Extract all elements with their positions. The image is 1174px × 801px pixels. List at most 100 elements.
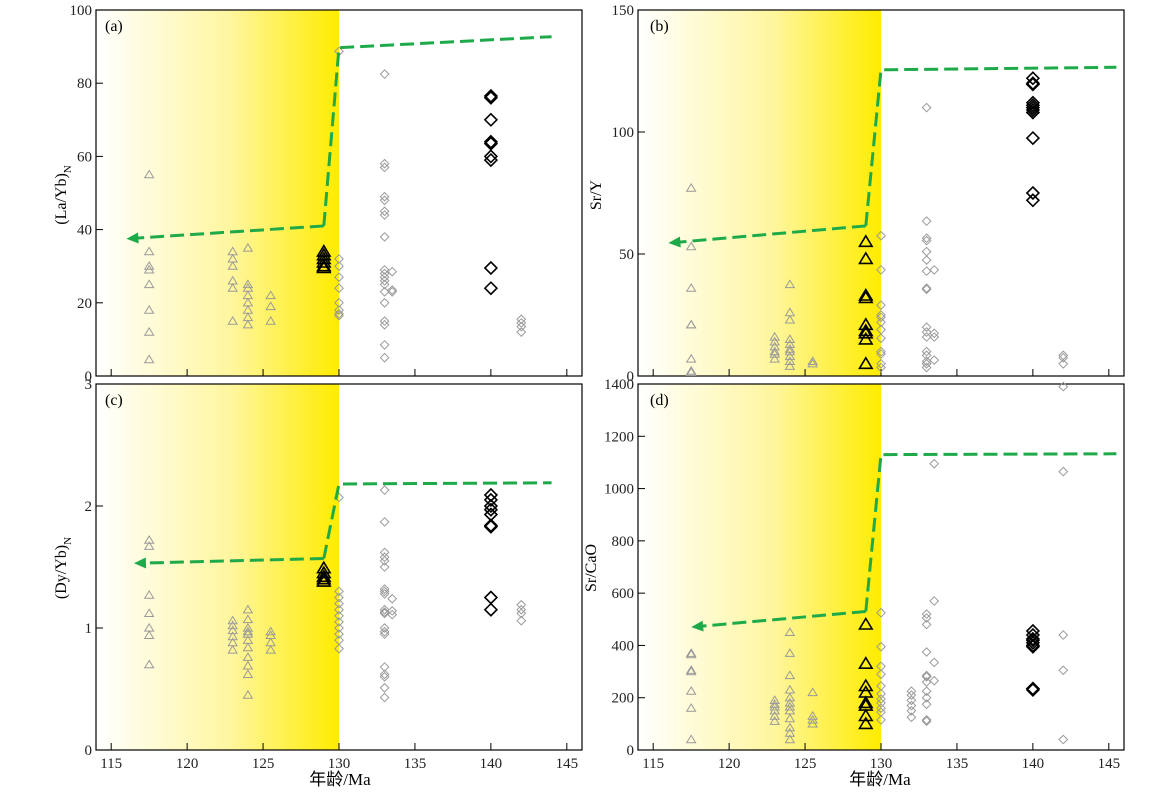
diamond-marker-a-2-18 xyxy=(379,268,390,279)
triangle-marker-b-1-1 xyxy=(858,251,874,265)
x-tick-label-d-6: 145 xyxy=(1098,756,1121,772)
shaded-band-b xyxy=(638,10,881,376)
diamond-marker-c-2-26 xyxy=(379,662,390,672)
trend-arrowhead-a xyxy=(126,232,139,244)
diamond-marker-a-2-30 xyxy=(387,286,398,297)
triangle-marker-d-0-13 xyxy=(784,627,796,636)
diamond-marker-d-2-33 xyxy=(1058,381,1069,392)
x-tick-label-c-4: 135 xyxy=(404,756,427,772)
diamond-marker-a-2-21 xyxy=(379,279,390,290)
diamond-marker-b-3-9 xyxy=(1025,185,1041,201)
diamond-marker-b-2-32 xyxy=(929,355,940,366)
x-tick-label-c-2: 125 xyxy=(252,756,275,772)
trend-arrow-line-d xyxy=(699,609,866,628)
diamond-marker-b-3-2 xyxy=(1025,77,1041,92)
diamond-marker-b-3-0 xyxy=(1025,71,1041,86)
diamond-marker-c-2-11 xyxy=(379,485,390,496)
triangle-marker-c-0-21 xyxy=(242,660,254,670)
diamond-marker-b-2-4 xyxy=(876,312,886,323)
diamond-marker-d-2-21 xyxy=(921,670,932,681)
diamond-marker-d-2-1 xyxy=(876,641,886,652)
triangle-marker-a-0-14 xyxy=(242,242,254,252)
trend-arrow-line-c xyxy=(141,556,324,565)
triangle-marker-c-0-9 xyxy=(227,625,238,635)
triangle-marker-b-0-16 xyxy=(784,314,796,324)
diamond-marker-a-2-27 xyxy=(379,352,390,363)
diamond-marker-d-2-12 xyxy=(906,690,917,701)
diamond-marker-c-3-6 xyxy=(483,519,499,534)
y-axis-label-d: Sr/CaO xyxy=(583,544,600,592)
y-tick-label-a-0: 0 xyxy=(85,369,93,385)
diamond-marker-b-2-3 xyxy=(876,310,886,320)
diamond-marker-d-2-15 xyxy=(906,705,917,716)
triangle-marker-b-0-14 xyxy=(784,279,796,289)
y-tick-label-d-1: 200 xyxy=(612,691,635,707)
triangle-marker-b-0-12 xyxy=(769,348,780,358)
triangle-marker-c-1-4 xyxy=(316,574,332,587)
diamond-marker-d-2-37 xyxy=(1058,734,1069,745)
diamond-marker-c-2-10 xyxy=(334,643,344,654)
trend-line-b xyxy=(864,65,1117,227)
trend-line-d xyxy=(864,452,1117,612)
x-tick-label-c-5: 140 xyxy=(480,756,503,772)
panel-label-b: (b) xyxy=(650,18,669,35)
triangle-marker-d-1-6 xyxy=(858,708,874,722)
diamond-marker-c-3-7 xyxy=(483,590,499,605)
diamond-marker-d-2-7 xyxy=(876,697,886,708)
triangle-marker-b-0-0 xyxy=(685,182,697,192)
triangle-marker-c-0-10 xyxy=(227,631,238,641)
diamond-marker-b-2-1 xyxy=(876,264,886,275)
trend-arrowhead-d xyxy=(691,620,704,632)
diamond-marker-b-2-31 xyxy=(929,332,940,342)
diamond-marker-a-2-24 xyxy=(379,316,390,327)
diamond-marker-a-2-16 xyxy=(379,231,390,242)
panel-label-c: (c) xyxy=(105,392,123,409)
triangle-marker-a-0-23 xyxy=(265,301,276,311)
diamond-marker-b-3-5 xyxy=(1025,100,1041,115)
diamond-marker-c-2-32 xyxy=(387,605,398,616)
diamond-marker-c-2-18 xyxy=(379,586,390,597)
y-tick-label-a-4: 80 xyxy=(77,76,92,92)
diamond-marker-d-2-0 xyxy=(876,607,886,618)
x-tick-label-d-2: 125 xyxy=(794,756,817,772)
diamond-marker-c-2-35 xyxy=(516,604,527,615)
triangle-marker-d-0-17 xyxy=(784,692,796,702)
diamond-marker-c-2-14 xyxy=(379,552,390,563)
x-tick-label-d-1: 120 xyxy=(718,756,741,772)
triangle-marker-a-0-4 xyxy=(143,279,155,289)
triangle-marker-b-1-2 xyxy=(858,287,874,301)
diamond-marker-c-2-23 xyxy=(379,623,390,633)
trend-arrowhead-b xyxy=(668,236,681,248)
diamond-marker-a-2-31 xyxy=(516,314,527,325)
triangle-marker-d-0-5 xyxy=(685,703,697,712)
shaded-band-a xyxy=(96,10,339,376)
diamond-marker-d-3-5 xyxy=(1025,638,1041,653)
diamond-marker-c-2-36 xyxy=(516,608,527,619)
triangle-marker-c-0-19 xyxy=(242,642,254,652)
triangle-marker-a-0-6 xyxy=(143,326,155,336)
diamond-marker-b-2-11 xyxy=(876,362,886,373)
triangle-marker-a-0-7 xyxy=(143,354,155,364)
triangle-marker-c-0-27 xyxy=(265,644,276,654)
triangle-marker-d-0-27 xyxy=(807,714,818,724)
diamond-marker-c-2-12 xyxy=(379,516,390,527)
triangle-marker-c-0-1 xyxy=(143,541,155,550)
diamond-marker-c-2-30 xyxy=(379,692,390,703)
triangle-marker-c-0-12 xyxy=(227,644,238,654)
x-tick-label-d-0: 115 xyxy=(642,756,664,772)
triangle-marker-c-1-1 xyxy=(316,565,332,579)
triangle-marker-c-0-3 xyxy=(143,608,155,617)
triangle-marker-c-0-20 xyxy=(242,652,254,661)
y-tick-label-b-3: 150 xyxy=(612,3,635,19)
y-tick-label-d-3: 600 xyxy=(612,586,635,602)
diamond-marker-b-2-22 xyxy=(921,327,932,338)
y-axis-label-b: Sr/Y xyxy=(588,179,605,210)
shaded-band-d xyxy=(638,384,881,750)
y-tick-label-c-2: 2 xyxy=(85,499,93,515)
x-tick-label-c-6: 145 xyxy=(556,756,579,772)
diamond-marker-d-2-16 xyxy=(906,712,917,723)
diamond-marker-d-2-35 xyxy=(1058,630,1069,640)
diamond-marker-a-3-6 xyxy=(483,152,499,168)
diamond-marker-a-2-13 xyxy=(379,195,390,206)
trend-line-c xyxy=(322,481,552,559)
